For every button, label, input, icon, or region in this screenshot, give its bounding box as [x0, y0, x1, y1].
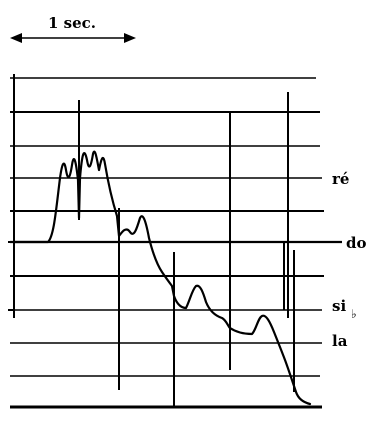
staff-lines	[10, 77, 342, 409]
note-labels: ré do si ♭ la	[332, 170, 367, 350]
trace-details	[8, 241, 295, 392]
time-scale-right-arrowhead	[124, 33, 136, 43]
time-scale: 1 sec.	[10, 14, 136, 43]
note-label-re: ré	[332, 170, 349, 188]
note-label-do: do	[346, 234, 367, 252]
note-label-la: la	[332, 332, 348, 350]
time-scale-left-arrowhead	[10, 33, 22, 43]
pitch-contour	[12, 150, 312, 406]
note-label-si: si	[332, 297, 346, 315]
flat-sign-icon: ♭	[351, 307, 357, 321]
time-scale-label: 1 sec.	[48, 14, 96, 32]
